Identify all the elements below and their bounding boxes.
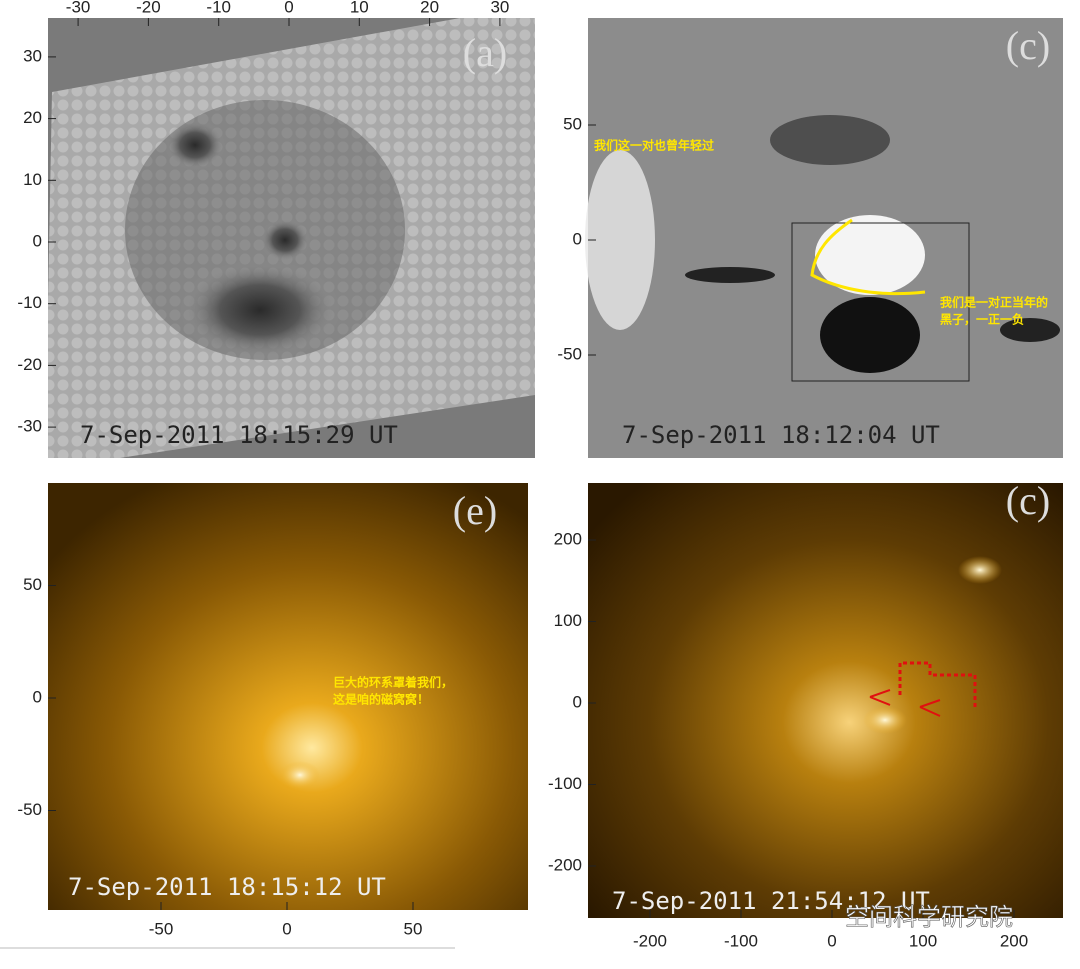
timestamp: 7-Sep-2011 18:12:04 UT [622, 421, 940, 449]
y-tick-label: 10 [23, 170, 42, 189]
x-tick-label: -20 [136, 0, 161, 16]
timestamp: 7-Sep-2011 18:15:29 UT [80, 421, 398, 449]
x-tick-label: -200 [633, 931, 667, 950]
y-tick-label: 100 [554, 611, 582, 630]
panel-e-image [48, 483, 528, 910]
x-tick-label: 0 [284, 0, 293, 16]
y-tick-label: -100 [548, 774, 582, 793]
y-tick-label: -50 [17, 800, 42, 819]
y-tick-label: 0 [33, 687, 42, 706]
y-tick-label: -30 [17, 417, 42, 436]
x-tick-label: 50 [404, 919, 423, 938]
timestamp: 7-Sep-2011 18:15:12 UT [68, 873, 386, 901]
annotation: 我们这一对也曾年轻过 [594, 138, 714, 153]
x-tick-label: 20 [420, 0, 439, 16]
annotation: 巨大的环系罩着我们， [333, 675, 453, 690]
y-tick-label: 30 [23, 46, 42, 65]
y-tick-label: -20 [17, 355, 42, 374]
panel-label: (c) [1006, 23, 1050, 68]
timestamp: 7-Sep-2011 21:54:12 UT [612, 887, 930, 915]
x-tick-label: 0 [282, 919, 291, 938]
watermark: 空间科学研究院 [845, 903, 1013, 931]
x-tick-label: -100 [724, 931, 758, 950]
annotation: 我们是一对正当年的 [940, 295, 1048, 310]
panel-a-image [48, 18, 535, 458]
x-tick-label: -30 [66, 0, 91, 16]
x-tick-label: -50 [149, 919, 174, 938]
annotation: 这是咱的磁窝窝！ [333, 692, 429, 707]
y-tick-label: 20 [23, 108, 42, 127]
x-tick-label: 10 [350, 0, 369, 16]
annotation: 黑子，一正一负 [940, 312, 1024, 327]
x-tick-label: 30 [490, 0, 509, 16]
y-tick-label: 0 [33, 231, 42, 250]
y-tick-label: -200 [548, 855, 582, 874]
panel-c-image [585, 18, 1063, 458]
panel-label: (a) [463, 30, 507, 75]
x-tick-label: 100 [909, 931, 937, 950]
x-tick-label: -10 [206, 0, 231, 16]
x-tick-label: 0 [827, 931, 836, 950]
panel-label: (c) [1006, 478, 1050, 523]
y-tick-label: 50 [23, 575, 42, 594]
y-tick-label: 200 [554, 529, 582, 548]
panel-label: (e) [453, 488, 497, 533]
y-tick-label: -10 [17, 293, 42, 312]
y-tick-label: 0 [573, 692, 582, 711]
y-tick-label: 0 [573, 229, 582, 248]
y-tick-label: 50 [563, 114, 582, 133]
panel-c2-image [588, 483, 1063, 918]
x-tick-label: 200 [1000, 931, 1028, 950]
y-tick-label: -50 [557, 344, 582, 363]
